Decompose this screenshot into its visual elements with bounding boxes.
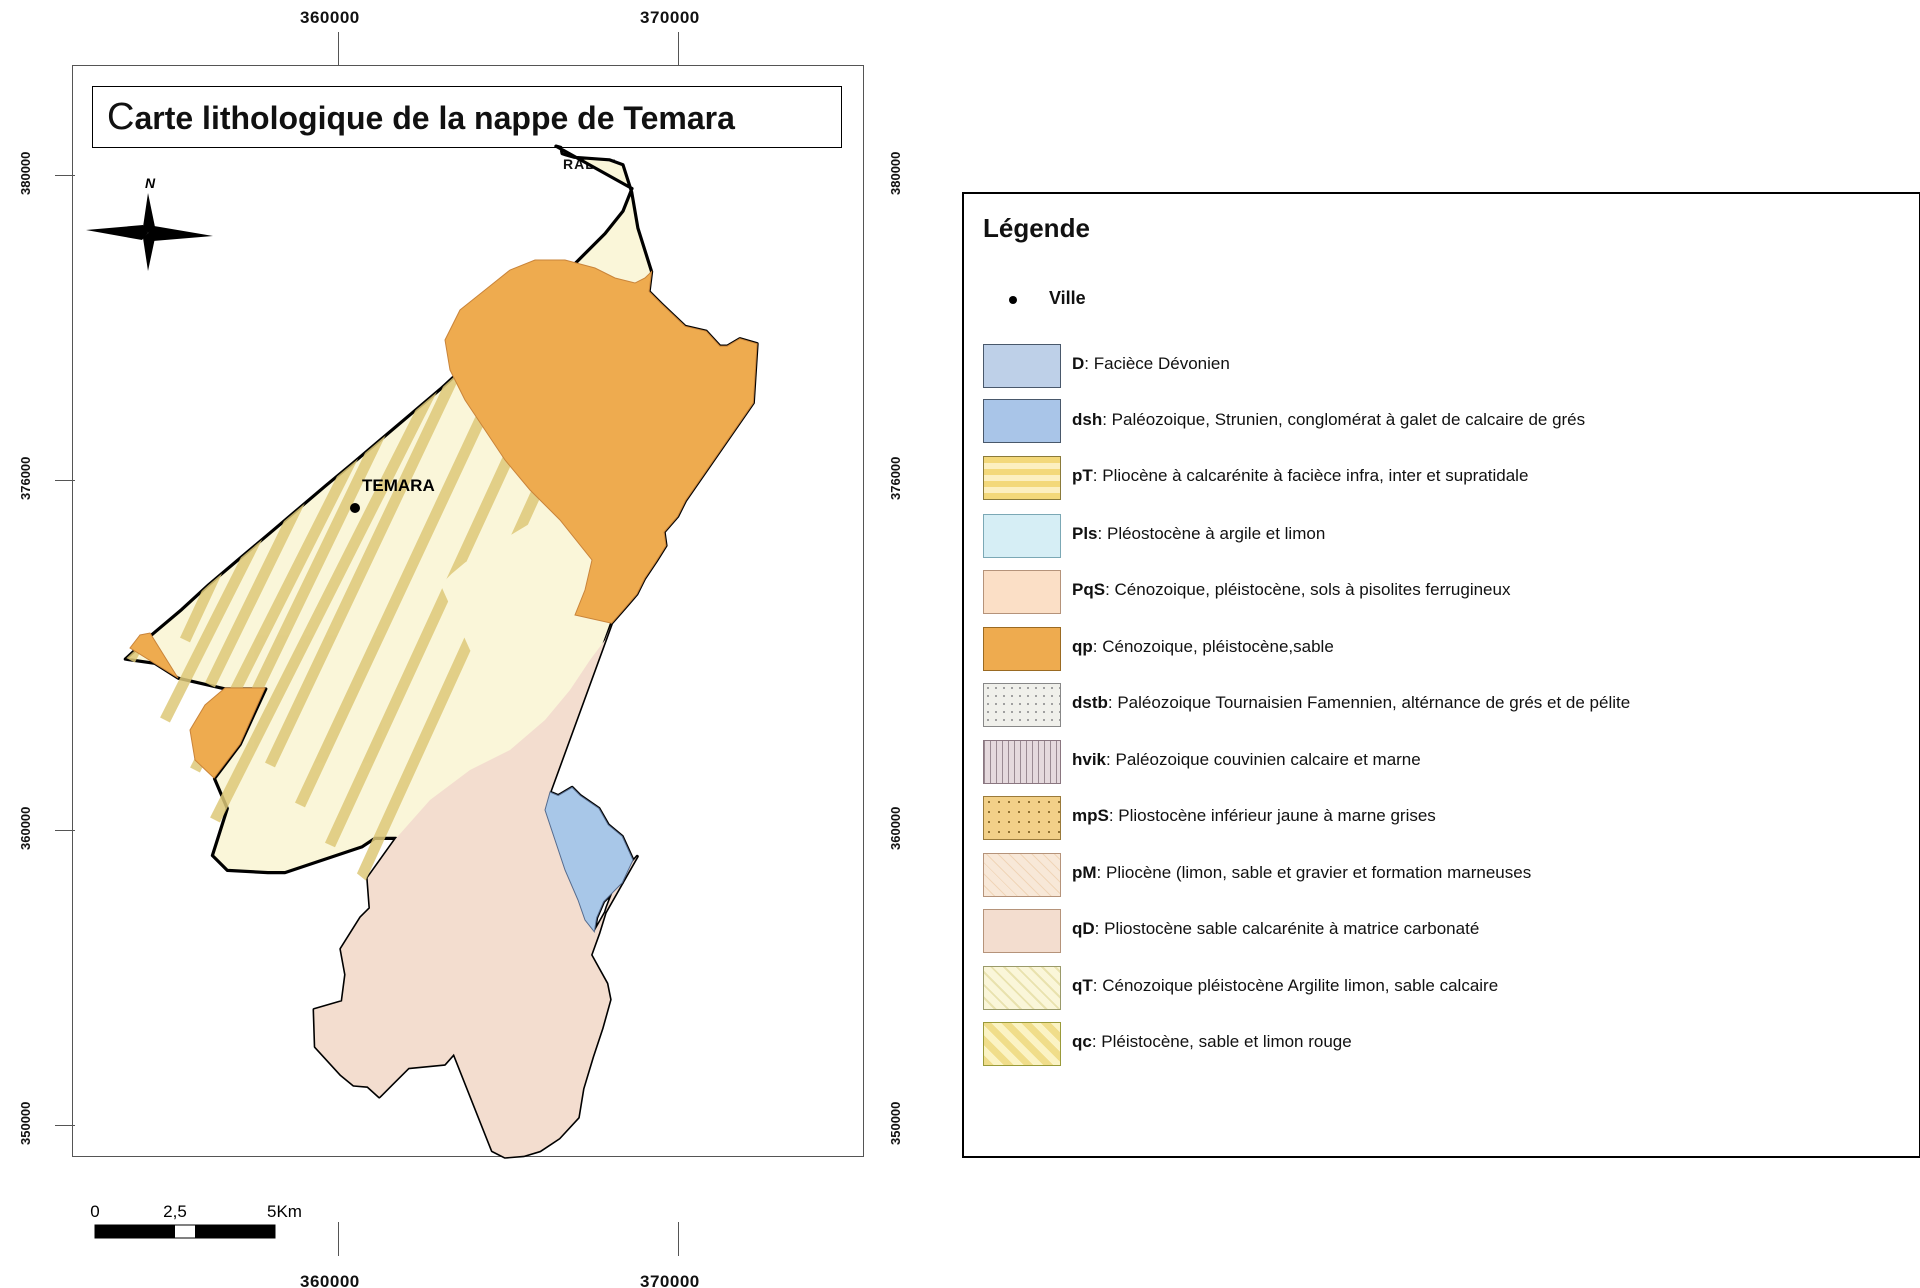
svg-text:0: 0	[90, 1202, 99, 1221]
svg-text:N: N	[145, 175, 156, 191]
svg-text:TEMARA: TEMARA	[362, 476, 435, 495]
svg-text:5Km: 5Km	[267, 1202, 302, 1221]
svg-text:2,5: 2,5	[163, 1202, 187, 1221]
